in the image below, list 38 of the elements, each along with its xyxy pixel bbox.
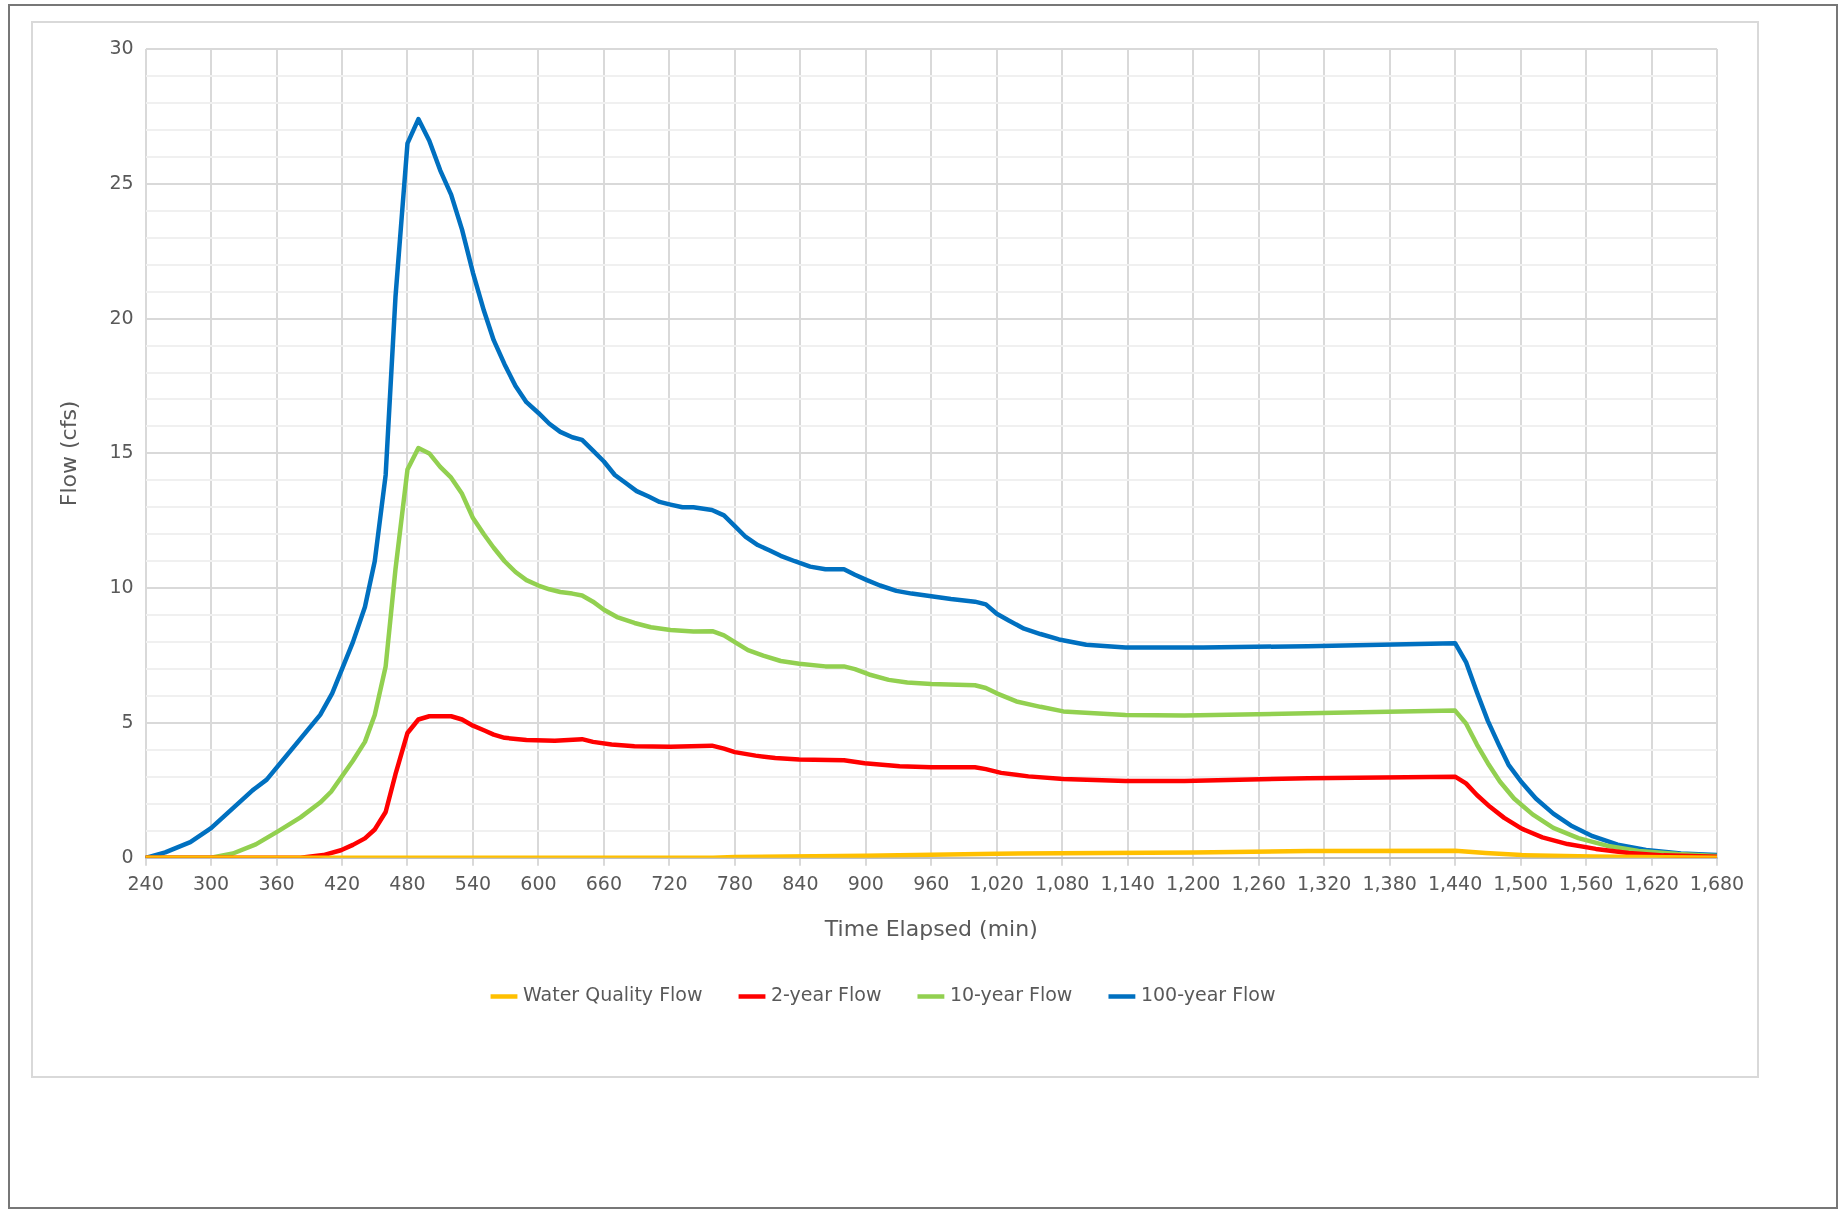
y-tick-label: 0: [121, 844, 134, 867]
x-axis-title: Time Elapsed (min): [823, 915, 1038, 941]
x-tick-label: 1,200: [1165, 872, 1221, 895]
x-tick-label: 660: [585, 872, 623, 895]
x-tick-label: 540: [454, 872, 492, 895]
legend-label: 100-year Flow: [1140, 983, 1276, 1006]
x-tick-label: 900: [847, 872, 884, 895]
x-tick-label: 300: [192, 872, 230, 895]
x-tick-label: 420: [323, 872, 361, 895]
x-tick-label: 1,380: [1362, 872, 1417, 895]
x-tick-label: 1,080: [1035, 872, 1090, 895]
legend-label: 2-year Flow: [771, 983, 882, 1006]
x-tick-label: 480: [389, 872, 426, 895]
x-tick-label: 1,560: [1558, 872, 1614, 895]
x-tick-label: 720: [651, 872, 688, 895]
y-tick-label: 15: [109, 440, 134, 463]
x-tick-label: 1,620: [1624, 872, 1679, 895]
x-tick-label: 1,500: [1493, 872, 1548, 895]
y-axis-title: Flow (cfs): [55, 400, 81, 507]
legend-label: Water Quality Flow: [523, 983, 703, 1006]
x-tick-label: 960: [913, 872, 950, 895]
x-tick-label: 1,020: [969, 872, 1024, 895]
y-tick-label: 25: [109, 170, 134, 193]
y-tick-label: 30: [109, 35, 134, 58]
y-tick-label: 10: [109, 575, 134, 598]
y-tick-label: 20: [109, 305, 134, 328]
y-tick-label: 5: [121, 709, 134, 732]
x-tick-label: 360: [258, 872, 295, 895]
x-tick-label: 1,260: [1231, 872, 1286, 895]
x-tick-label: 840: [782, 872, 819, 895]
x-tick-label: 1,140: [1100, 872, 1155, 895]
x-tick-label: 240: [127, 872, 164, 895]
x-tick-label: 1,440: [1427, 872, 1483, 895]
x-tick-label: 1,680: [1689, 872, 1745, 895]
legend-label: 10-year Flow: [949, 983, 1073, 1006]
x-tick-label: 600: [520, 872, 557, 895]
x-tick-label: 780: [716, 872, 753, 895]
x-tick-label: 1,320: [1296, 872, 1352, 895]
